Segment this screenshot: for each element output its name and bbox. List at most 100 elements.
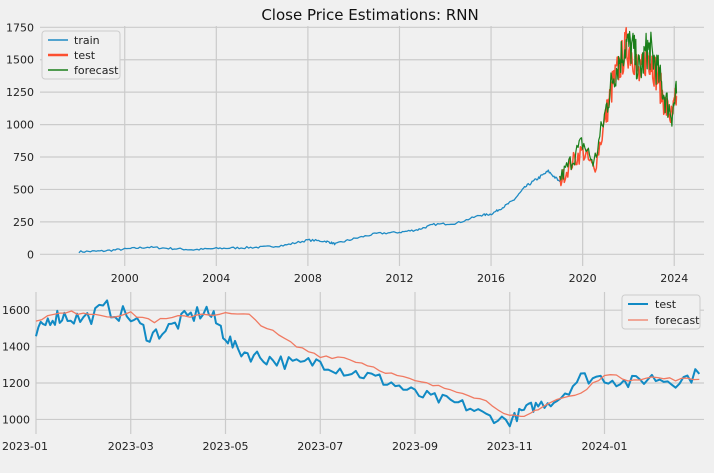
data-point-forecast	[462, 391, 464, 393]
data-point-forecast	[593, 163, 595, 165]
data-point-forecast	[657, 72, 659, 74]
data-point-forecast	[671, 113, 673, 115]
data-point-test	[64, 315, 66, 317]
data-point-forecast	[604, 373, 606, 375]
data-point-test	[639, 78, 641, 80]
data-point-train	[261, 246, 263, 248]
top-grid	[40, 26, 704, 266]
data-point-train	[124, 248, 126, 250]
x-tick-label: 2024	[660, 272, 688, 285]
data-point-forecast	[130, 313, 132, 315]
y-tick-label: 750	[13, 151, 34, 164]
data-point-train	[238, 247, 240, 249]
data-point-train	[101, 250, 103, 252]
data-point-forecast	[438, 386, 440, 388]
data-point-test	[582, 150, 584, 152]
data-point-train	[353, 238, 355, 240]
y-tick-label: 1400	[2, 341, 30, 354]
top-legend[interactable]: train test forecast	[41, 30, 121, 80]
chart-title: Close Price Estimations: RNN	[261, 6, 478, 24]
data-point-test	[296, 364, 298, 366]
data-point-test	[593, 169, 595, 171]
data-point-forecast	[272, 331, 274, 333]
legend-forecast-label: forecast	[655, 314, 700, 327]
data-point-train	[193, 249, 195, 251]
data-point-test	[627, 382, 629, 384]
data-point-test	[272, 359, 274, 361]
data-point-forecast	[605, 111, 607, 113]
y-tick-label: 1250	[6, 86, 34, 99]
y-tick-label: 1000	[6, 119, 34, 132]
data-point-test	[537, 404, 539, 406]
x-tick-label: 2004	[202, 272, 230, 285]
data-point-forecast	[523, 417, 525, 419]
data-point-forecast	[651, 51, 653, 53]
data-point-test	[462, 404, 464, 406]
data-point-forecast	[651, 377, 653, 379]
data-point-train	[376, 233, 378, 235]
data-point-test	[253, 355, 255, 357]
data-point-forecast	[639, 72, 641, 74]
data-point-forecast	[485, 400, 487, 402]
data-point-test	[612, 85, 614, 87]
bottom-legend[interactable]: test forecast	[621, 294, 701, 330]
data-point-forecast	[612, 78, 614, 80]
data-point-forecast	[367, 364, 369, 366]
x-tick-label: 2016	[477, 272, 505, 285]
data-point-test	[605, 117, 607, 119]
data-point-test	[234, 348, 236, 350]
data-point-train	[399, 231, 401, 233]
data-point-train	[216, 248, 218, 250]
data-point-forecast	[83, 311, 85, 313]
y-tick-label: 250	[13, 216, 34, 229]
data-point-train	[417, 229, 419, 231]
data-point-test	[220, 328, 222, 330]
y-tick-label: 1200	[2, 377, 30, 390]
data-point-forecast	[559, 178, 561, 180]
legend-box	[41, 30, 121, 80]
data-point-forecast	[319, 355, 321, 357]
y-tick-label: 1750	[6, 21, 34, 34]
top-series	[78, 27, 678, 254]
data-point-test	[83, 319, 85, 321]
data-point-forecast	[646, 49, 648, 51]
series-line-forecast	[559, 30, 678, 181]
data-point-test	[438, 399, 440, 401]
data-point-forecast	[632, 49, 634, 51]
y-tick-label: 1000	[2, 413, 30, 426]
data-point-forecast	[627, 379, 629, 381]
data-point-forecast	[580, 393, 582, 395]
data-point-forecast	[618, 59, 620, 61]
data-point-train	[335, 243, 337, 245]
series-line-test	[35, 299, 701, 428]
data-point-train	[502, 207, 504, 209]
data-point-test	[632, 52, 634, 54]
data-point-test	[651, 59, 653, 61]
data-point-test	[106, 308, 108, 310]
bottom-ticks: 1000 1200 1400 1600 2023-01 2023-03 2023-05 202…	[2, 304, 627, 453]
data-point-train	[525, 186, 527, 188]
data-point-test	[149, 335, 151, 337]
top-ticks: 0 250 500 750 1000 1250 1500 1750 2000 2004 2008 20…	[6, 21, 688, 285]
data-point-test	[580, 377, 582, 379]
data-point-test	[698, 373, 700, 375]
data-point-test	[559, 181, 561, 183]
data-point-forecast	[35, 319, 37, 321]
data-point-test	[343, 369, 345, 371]
legend-forecast-label: forecast	[74, 64, 119, 77]
data-point-test	[130, 317, 132, 319]
data-point-forecast	[225, 313, 227, 315]
data-point-test	[391, 382, 393, 384]
bottom-series	[35, 299, 701, 428]
x-tick-label: 2023-09	[392, 440, 438, 453]
series-line-forecast	[35, 310, 700, 418]
bottom-grid	[35, 292, 704, 434]
x-tick-label: 2008	[294, 272, 322, 285]
data-point-forecast	[201, 313, 203, 315]
series-line-train	[78, 169, 561, 254]
data-point-train	[456, 222, 458, 224]
data-point-train	[513, 199, 515, 201]
x-tick-label: 2023-03	[108, 440, 154, 453]
